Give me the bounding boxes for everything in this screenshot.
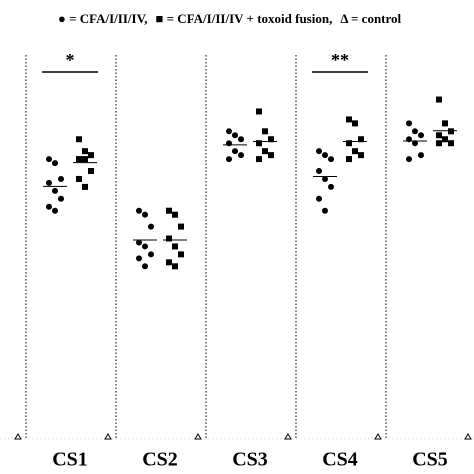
square	[448, 140, 454, 147]
dot	[136, 239, 142, 246]
square	[436, 96, 442, 103]
square	[262, 128, 268, 135]
dot	[316, 168, 322, 175]
square	[268, 136, 274, 143]
square	[76, 156, 82, 163]
triangle	[194, 433, 202, 440]
significance-label: **	[331, 50, 349, 70]
dot	[142, 211, 148, 218]
dot	[148, 251, 154, 258]
square	[346, 140, 352, 147]
dot	[412, 140, 418, 147]
square	[358, 152, 364, 159]
square	[346, 156, 352, 163]
legend-entry: ● = CFA/I/II/IV,	[58, 11, 148, 26]
square	[166, 207, 172, 214]
square	[352, 120, 358, 127]
dot	[322, 207, 328, 214]
legend-entry: ■ = CFA/I/II/IV + toxoid fusion,	[156, 11, 333, 26]
dot	[52, 160, 58, 167]
dot	[46, 156, 52, 163]
dot	[328, 156, 334, 163]
dot	[226, 156, 232, 163]
triangle	[464, 433, 472, 440]
dot	[316, 148, 322, 155]
dot	[46, 179, 52, 186]
dot	[136, 255, 142, 262]
square	[178, 251, 184, 258]
square	[76, 136, 82, 143]
square	[358, 136, 364, 143]
dot	[406, 120, 412, 127]
square	[172, 243, 178, 250]
square	[88, 152, 94, 159]
square	[82, 183, 88, 190]
significance-label: *	[66, 50, 75, 70]
dot	[148, 223, 154, 230]
x-tick-label: CS1	[52, 449, 88, 471]
square	[88, 168, 94, 175]
dot	[226, 128, 232, 135]
square	[166, 259, 172, 266]
triangle	[104, 433, 112, 440]
square	[76, 175, 82, 182]
dot	[238, 136, 244, 143]
square	[82, 156, 88, 163]
dot	[52, 187, 58, 194]
dot	[52, 207, 58, 214]
triangle	[284, 433, 292, 440]
dot	[232, 148, 238, 155]
x-tick-label: CS4	[322, 449, 358, 471]
x-tick-label: CS2	[142, 449, 178, 471]
dot	[238, 152, 244, 159]
dot	[418, 132, 424, 139]
dot	[406, 156, 412, 163]
square	[172, 211, 178, 218]
square	[346, 116, 352, 123]
square	[436, 132, 442, 139]
dot	[328, 183, 334, 190]
dot	[322, 152, 328, 159]
legend-entry: Δ = control	[340, 11, 401, 26]
square	[256, 108, 262, 115]
square	[166, 235, 172, 242]
square	[268, 152, 274, 159]
square	[82, 148, 88, 155]
triangle	[14, 433, 22, 440]
dot	[316, 195, 322, 202]
square	[442, 120, 448, 127]
square	[256, 140, 262, 147]
x-tick-label: CS5	[412, 449, 448, 471]
dot	[136, 207, 142, 214]
dot	[418, 152, 424, 159]
square	[256, 156, 262, 163]
dot	[322, 175, 328, 182]
dot	[142, 263, 148, 270]
square	[352, 148, 358, 155]
dot	[46, 203, 52, 210]
square	[448, 128, 454, 135]
square	[262, 148, 268, 155]
dot	[142, 243, 148, 250]
square	[442, 136, 448, 143]
dot	[412, 128, 418, 135]
triangle	[374, 433, 382, 440]
x-tick-label: CS3	[232, 449, 268, 471]
dot	[232, 132, 238, 139]
square	[178, 223, 184, 230]
square	[172, 263, 178, 270]
square	[436, 140, 442, 147]
dot	[58, 175, 64, 182]
dot	[58, 195, 64, 202]
